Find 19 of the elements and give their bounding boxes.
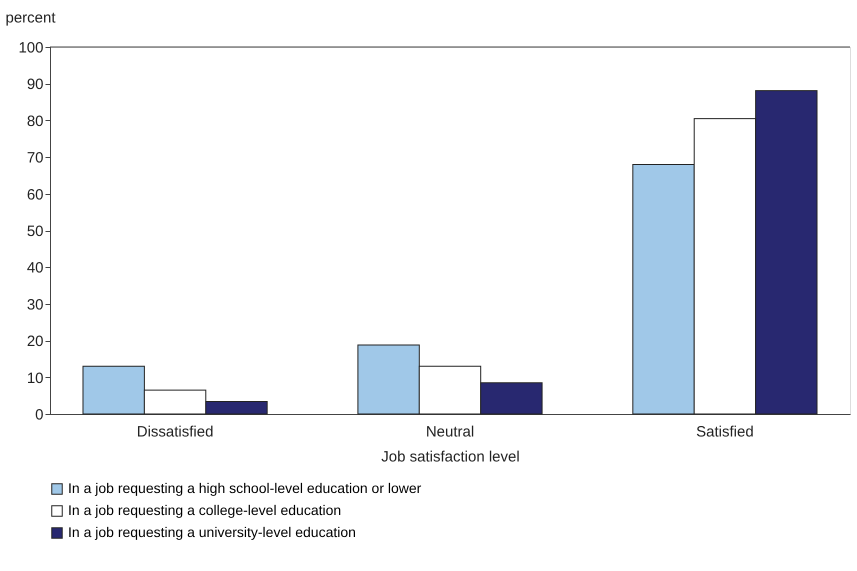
y-tick-label: 30	[26, 296, 44, 314]
y-tick-label: 80	[26, 112, 44, 130]
y-tick-label: 100	[18, 40, 44, 56]
y-tick-label: 20	[26, 333, 44, 350]
y-tick-label: 10	[26, 370, 44, 387]
y-tick-label: 60	[26, 186, 44, 204]
y-tick-label: 90	[26, 76, 44, 94]
y-tick-label: 50	[26, 223, 44, 240]
x-tick-label: Satisfied	[696, 424, 754, 440]
legend-label: In a job requesting a high school-level education or lower	[68, 480, 422, 496]
legend-label: In a job requesting a university-level education	[68, 524, 356, 540]
y-tick-label: 0	[35, 406, 44, 424]
x-tick-label: Dissatisfied	[136, 424, 214, 440]
x-axis-title: Job satisfaction level	[381, 448, 520, 466]
y-tick-label: 40	[26, 260, 44, 277]
y-tick-label: 70	[26, 150, 44, 167]
x-tick-label: Neutral	[426, 424, 474, 440]
y-axis-title: percent	[6, 10, 56, 26]
legend-label: In a job requesting a college-level education	[68, 502, 342, 518]
